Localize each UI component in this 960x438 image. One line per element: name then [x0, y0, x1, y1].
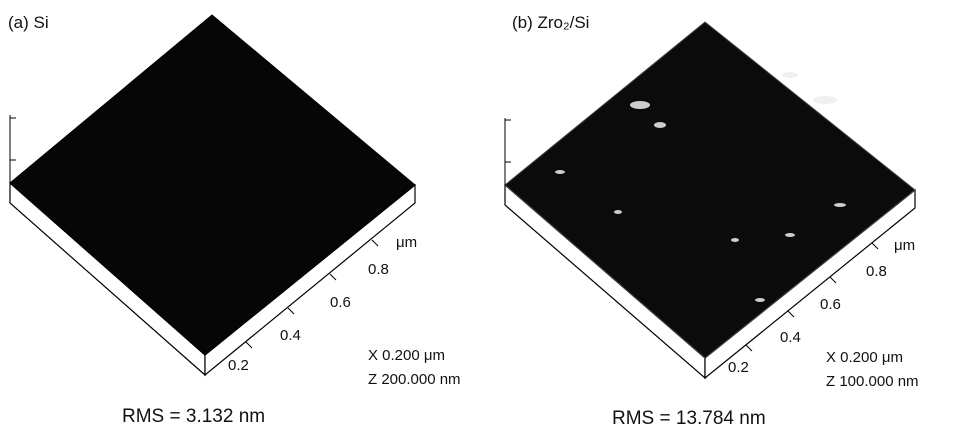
- afm-panel-a: [10, 15, 415, 375]
- scale-x: X 0.200 μm: [368, 347, 445, 364]
- rms-caption: RMS = 13.784 nm: [612, 408, 766, 429]
- rms-caption: RMS = 3.132 nm: [122, 406, 265, 427]
- axis-tick-label: 0.8: [866, 263, 887, 280]
- axis-tick-label: 0.4: [780, 329, 801, 346]
- afm-panel-b: [505, 22, 915, 378]
- axis-tick-label: 0.2: [228, 357, 249, 374]
- axis-tick-label: 0.6: [820, 296, 841, 313]
- axis-unit: μm: [396, 234, 417, 251]
- axis-tick-label: 0.8: [368, 261, 389, 278]
- axis-unit: μm: [894, 237, 915, 254]
- panel-label: (a) Si: [8, 13, 49, 32]
- scale-z: Z 100.000 nm: [826, 373, 919, 390]
- axis-tick-label: 0.4: [280, 327, 301, 344]
- figure: (a) Si 0.2 0.4 0.6 0.8 μm X 0.200 μm Z 2…: [0, 0, 960, 438]
- scale-z: Z 200.000 nm: [368, 371, 461, 388]
- scale-x: X 0.200 μm: [826, 349, 903, 366]
- axis-tick-label: 0.6: [330, 294, 351, 311]
- axis-tick-label: 0.2: [728, 359, 749, 376]
- panel-label: (b) Zro₂/Si: [512, 13, 589, 32]
